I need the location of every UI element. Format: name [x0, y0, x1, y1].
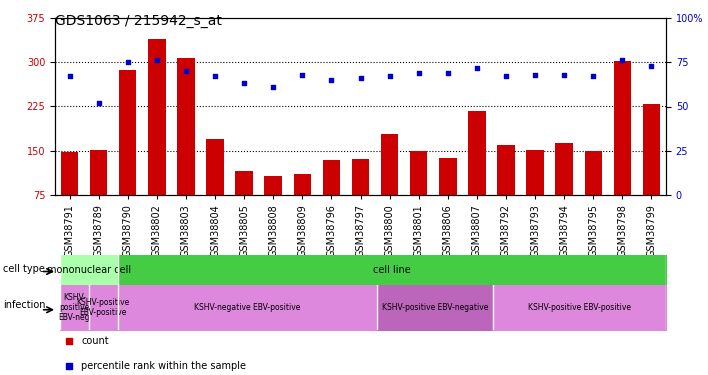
Point [326, 77, 337, 83]
Point [181, 68, 192, 74]
Point [64, 363, 75, 369]
Bar [323, 160, 340, 239]
Point [501, 74, 512, 80]
Text: cell type: cell type [3, 264, 45, 273]
Bar [177, 58, 195, 239]
Bar [468, 111, 486, 239]
Bar [294, 174, 311, 239]
Point [384, 74, 395, 80]
Text: KSHV-positive EBV-negative: KSHV-positive EBV-negative [382, 303, 489, 312]
Point [268, 84, 279, 90]
Point [297, 72, 308, 78]
Point [530, 72, 541, 78]
Point [64, 74, 75, 80]
Text: mononuclear cell: mononuclear cell [47, 265, 131, 275]
Text: KSHV-positive
EBV-positive: KSHV-positive EBV-positive [76, 298, 130, 317]
Text: count: count [81, 336, 109, 346]
Text: percentile rank within the sample: percentile rank within the sample [81, 361, 246, 371]
Bar [148, 39, 166, 239]
Bar [352, 159, 370, 239]
Text: infection: infection [3, 300, 45, 310]
Point [355, 75, 366, 81]
Point [93, 100, 104, 106]
Bar [206, 139, 224, 239]
Text: KSHV-positive EBV-positive: KSHV-positive EBV-positive [528, 303, 631, 312]
Bar [643, 104, 660, 239]
Point [646, 63, 657, 69]
Text: cell line: cell line [373, 265, 411, 275]
Point [472, 64, 483, 70]
Point [559, 72, 570, 78]
Point [152, 57, 163, 63]
Point [122, 59, 133, 65]
Bar [119, 70, 137, 239]
Bar [381, 134, 399, 239]
Point [239, 81, 250, 87]
Point [210, 74, 221, 80]
Point [588, 74, 599, 80]
Bar [439, 158, 457, 239]
Bar [410, 152, 428, 239]
Point [413, 70, 424, 76]
Point [442, 70, 453, 76]
Bar [90, 150, 108, 239]
Point [64, 338, 75, 344]
Bar [61, 152, 79, 239]
Bar [614, 61, 631, 239]
Bar [526, 150, 544, 239]
Text: GDS1063 / 215942_s_at: GDS1063 / 215942_s_at [55, 14, 222, 28]
Bar [265, 176, 282, 239]
Text: KSHV-
positive
EBV-neg: KSHV- positive EBV-neg [59, 292, 90, 322]
Bar [585, 152, 602, 239]
Bar [556, 143, 573, 239]
Point [617, 57, 628, 63]
Bar [497, 145, 515, 239]
Text: KSHV-negative EBV-positive: KSHV-negative EBV-positive [195, 303, 301, 312]
Bar [235, 171, 253, 239]
